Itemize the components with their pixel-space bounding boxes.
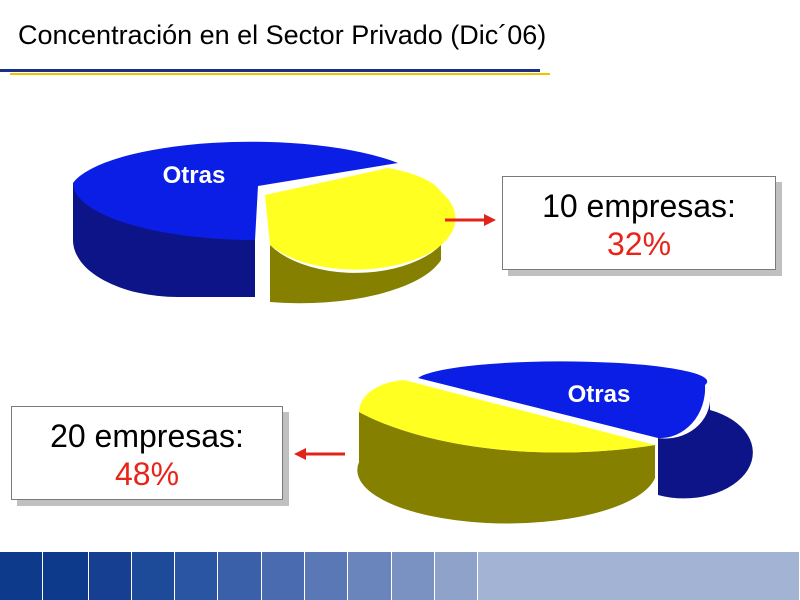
- slide-title: Concentración en el Sector Privado (Dic´…: [18, 20, 547, 50]
- right-arrow-icon: [445, 214, 496, 226]
- footer-band-block: [305, 552, 349, 600]
- title-rule-yellow: [10, 73, 550, 75]
- pie-bottom-empresas-slice: [358, 380, 655, 453]
- pie-bottom-otras-label: Otras: [568, 381, 631, 408]
- left-arrow-icon: [294, 448, 345, 460]
- callout-bottom-value: 48%: [114, 456, 180, 492]
- pie-chart-bottom: Otras: [357, 361, 753, 524]
- pie-top-otras-slice: [73, 141, 398, 240]
- pie-bottom-otras-side: [658, 396, 753, 499]
- footer-band-block: [435, 552, 479, 600]
- footer-band-block: [478, 552, 800, 600]
- footer-band-block: [261, 552, 306, 600]
- footer-band-block: [0, 552, 44, 600]
- callout-top-10-empresas: 10 empresas: 32%: [502, 176, 776, 270]
- title-rule-blue: [0, 69, 540, 72]
- callout-bottom-20-empresas: 20 empresas: 48%: [11, 406, 283, 500]
- pie-top-empresas-slice: [265, 168, 456, 270]
- pie-top-otras-label: Otras: [163, 162, 226, 189]
- footer-band-block: [88, 552, 132, 600]
- callout-top-label: 10 empresas:: [542, 188, 736, 224]
- pie-bottom-empresas-side: [357, 412, 655, 524]
- pie-top-empresas-side: [270, 192, 454, 304]
- footer-band-block: [391, 552, 436, 600]
- callout-bottom-label: 20 empresas:: [50, 418, 244, 454]
- footer-band-block: [218, 552, 262, 600]
- footer-band-block: [43, 552, 89, 600]
- pie-chart-top: Otras: [73, 141, 456, 304]
- footer-band-block: [348, 552, 392, 600]
- footer-band: [0, 552, 800, 600]
- footer-band-block: [175, 552, 219, 600]
- pie-bottom-otras-slice: [418, 361, 708, 439]
- callout-top-value: 32%: [606, 226, 672, 262]
- footer-band-block: [131, 552, 176, 600]
